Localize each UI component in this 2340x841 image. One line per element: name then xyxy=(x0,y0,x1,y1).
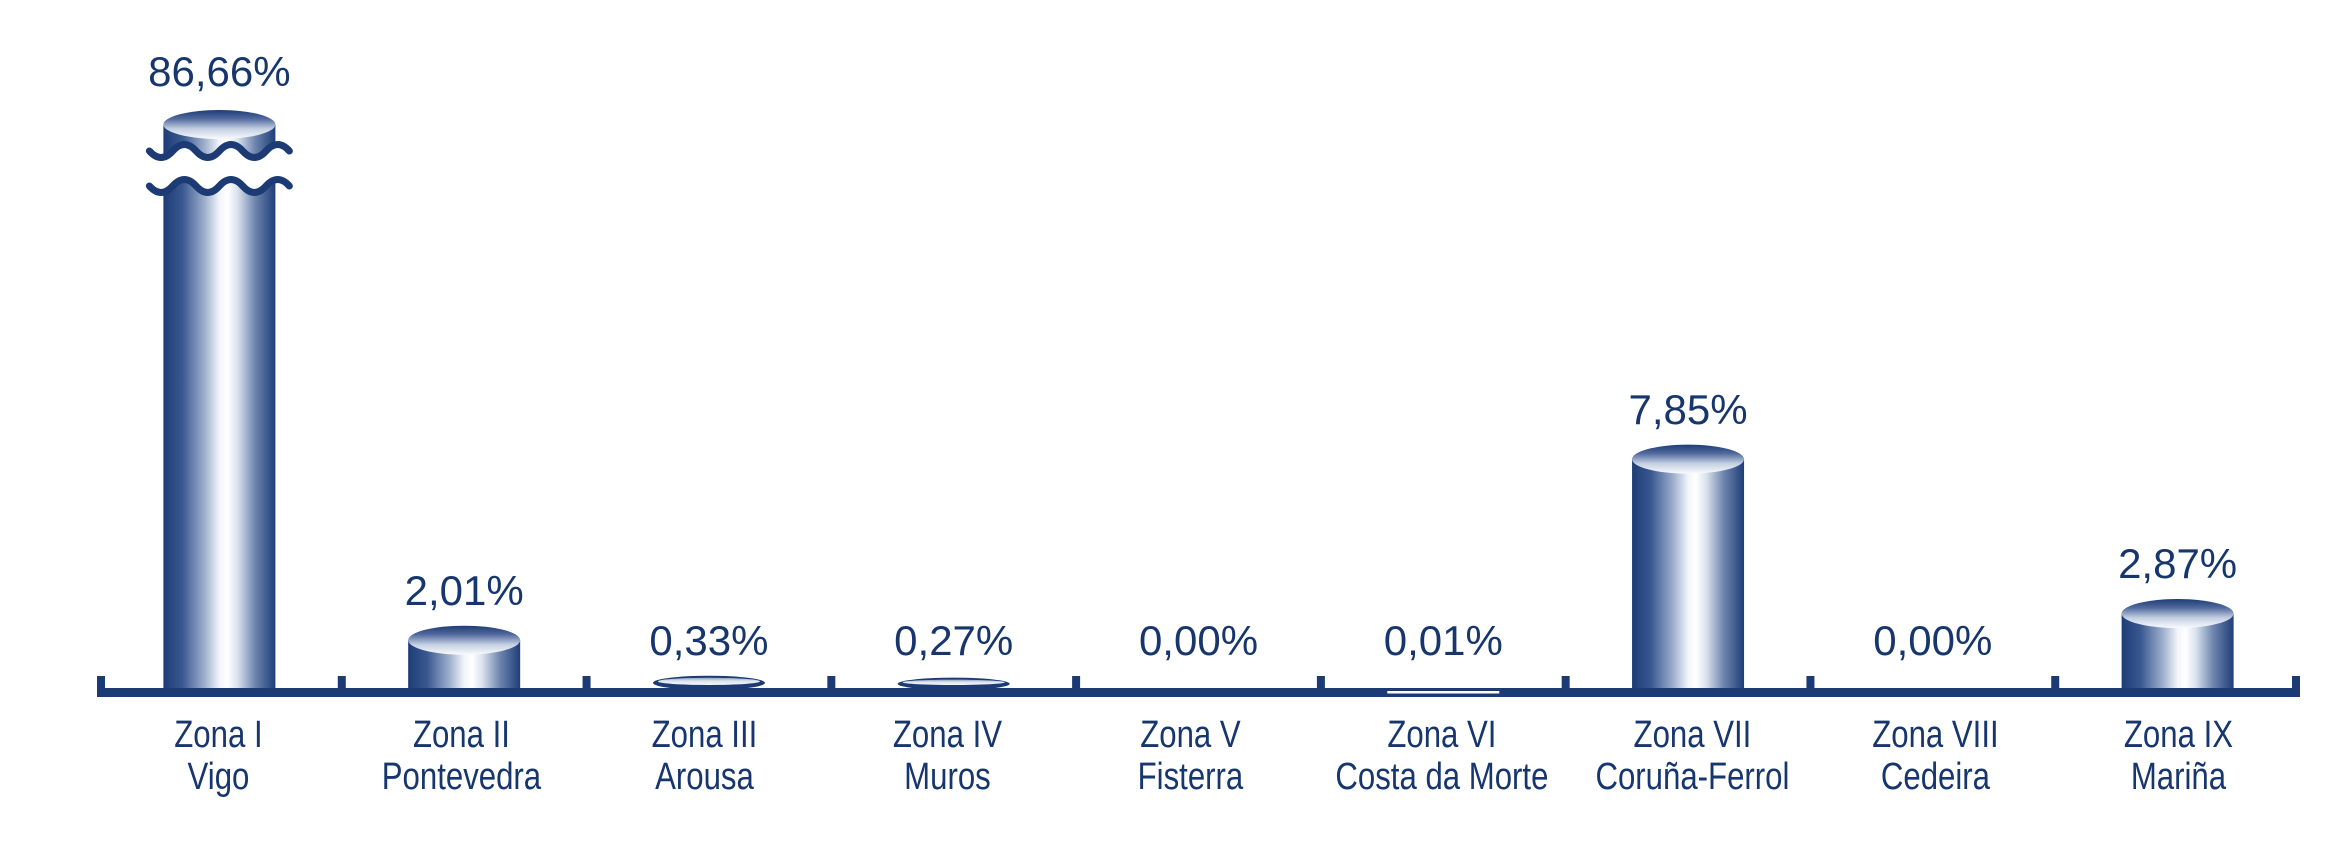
category-zone: Zona II xyxy=(412,714,510,756)
category-name: Cedeira xyxy=(1881,756,1991,798)
category-name: Mariña xyxy=(2130,756,2227,798)
category-zone: Zona IV xyxy=(892,714,1002,756)
value-label: 0,00% xyxy=(1138,617,1259,664)
value-label: 2,87% xyxy=(2118,540,2238,588)
category-zone: Zona IX xyxy=(2124,714,2234,756)
category-name: Coruña-Ferrol xyxy=(1595,756,1790,798)
value-label: 7,85% xyxy=(1628,385,1748,433)
category-name: Muros xyxy=(903,756,991,798)
value-label: 0,00% xyxy=(1873,617,1993,664)
category-label: Zona II Pontevedra xyxy=(362,714,561,798)
value-label: 0,33% xyxy=(649,617,769,664)
category-zone: Zona I xyxy=(174,714,263,756)
category-label: Zona V Fisterra xyxy=(1090,714,1289,798)
category-name: Costa da Morte xyxy=(1334,756,1548,798)
category-zone: Zona VI xyxy=(1386,714,1496,756)
category-zone: Zona VII xyxy=(1633,714,1752,756)
category-label: Zona IX Mariña xyxy=(2079,714,2278,798)
category-name: Vigo xyxy=(187,756,250,798)
x-axis-labels: Zona I Vigo Zona II Pontevedra Zona III … xyxy=(97,714,2300,798)
category-zone: Zona VIII xyxy=(1872,714,1999,756)
value-label: 0,01% xyxy=(1383,617,1503,664)
category-label: Zona VIII Cedeira xyxy=(1836,714,2035,798)
value-label: 2,01% xyxy=(404,566,524,614)
category-name: Pontevedra xyxy=(381,756,542,798)
category-zone: Zona V xyxy=(1139,714,1241,756)
value-label: 86,66% xyxy=(148,48,291,95)
category-label: Zona I Vigo xyxy=(119,714,318,798)
category-label: Zona VII Coruña-Ferrol xyxy=(1593,714,1792,798)
category-label: Zona III Arousa xyxy=(605,714,804,798)
value-label: 0,27% xyxy=(894,617,1014,664)
category-label: Zona VI Costa da Morte xyxy=(1335,714,1548,798)
category-name: Fisterra xyxy=(1137,756,1243,798)
category-zone: Zona III xyxy=(651,714,758,756)
category-label: Zona IV Muros xyxy=(848,714,1047,798)
category-name: Arousa xyxy=(654,756,754,798)
